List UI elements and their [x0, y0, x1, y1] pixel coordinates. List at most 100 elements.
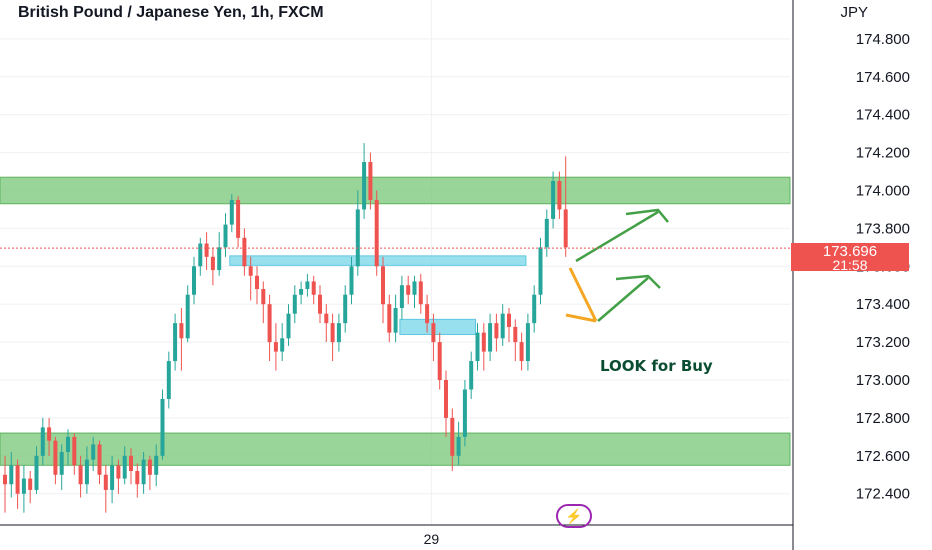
candle-body [129, 455, 133, 471]
currency-label: JPY [840, 4, 868, 21]
candle-body [267, 304, 272, 343]
candle-body [66, 436, 70, 453]
price-tick-label: 172.800 [856, 410, 910, 427]
candle-body [450, 417, 455, 456]
price-tick-label: 172.400 [856, 486, 910, 503]
candle-body [217, 247, 222, 271]
candle-body [551, 181, 556, 219]
candle-body [154, 455, 159, 475]
candle-body [210, 256, 215, 271]
candle-body [9, 465, 14, 485]
candle-body [305, 281, 310, 290]
candle-body [34, 455, 39, 490]
candle-body [494, 323, 499, 339]
arrow-orange-down-head [565, 313, 597, 323]
candle-body [255, 275, 259, 290]
candle-body [544, 218, 549, 248]
candle-body [116, 465, 121, 479]
candle-body [198, 243, 203, 267]
candle-body [513, 326, 518, 343]
candle-body [481, 332, 486, 352]
price-tick-label: 174.600 [856, 69, 910, 86]
bar-countdown: 21:58 [832, 257, 868, 273]
candle-body [343, 294, 348, 324]
candle-body [311, 281, 316, 295]
candle-body [286, 313, 291, 339]
candles [3, 143, 568, 513]
candle-body [47, 427, 52, 441]
candle-body [330, 323, 335, 343]
price-tick-label: 173.000 [856, 372, 910, 389]
chart-title: British Pound / Japanese Yen, 1h, FXCM [18, 4, 324, 21]
candle-body [374, 199, 379, 267]
candle-body [532, 294, 537, 324]
candle-body [141, 459, 146, 485]
candle-body [563, 209, 568, 248]
candle-body [3, 474, 7, 485]
candle-body [21, 478, 26, 494]
candle-body [166, 361, 171, 399]
time-axis[interactable]: 29Jun5 [0, 524, 932, 547]
candle-body [78, 465, 83, 485]
price-axis[interactable]: 174.800 174.600 174.400 174.200 174.000 173.8… [792, 0, 910, 550]
candle-body [292, 294, 297, 314]
candle-body [507, 313, 511, 327]
candle-body [469, 361, 474, 390]
candle-body [355, 209, 360, 267]
candle-body [110, 465, 115, 490]
candle-body [299, 289, 304, 295]
candle-body [462, 389, 467, 437]
price-tick-label: 173.800 [856, 220, 910, 237]
candle-body [223, 224, 228, 248]
candle-body [381, 266, 385, 305]
candle-body [362, 162, 367, 210]
candle-body [236, 199, 241, 238]
candle-body [519, 342, 524, 362]
price-tick-label: 172.600 [856, 448, 910, 465]
candle-body [406, 285, 411, 295]
candle-body [418, 281, 423, 305]
candle-body [242, 237, 247, 267]
candle-body [500, 313, 505, 339]
candle-body [28, 478, 33, 490]
candle-body [204, 243, 209, 257]
price-tick-label: 174.200 [856, 145, 910, 162]
candle-body [431, 323, 436, 343]
candle-body [444, 380, 448, 418]
candle-body [387, 304, 392, 333]
candle-body [318, 294, 322, 314]
arrow-green-upper [575, 210, 659, 263]
candle-body [248, 266, 253, 276]
zone-blue [399, 318, 476, 336]
candle-body [15, 465, 20, 494]
candle-body [349, 266, 354, 295]
lightning-bolt-icon[interactable]: ⚡ [556, 504, 592, 528]
candle-body [91, 444, 96, 460]
arrows [565, 208, 669, 323]
arrow-green-lower-head [615, 274, 661, 289]
current-price-value: 173.696 [822, 243, 878, 260]
candle-body [280, 338, 285, 352]
annotation-text: LOOK for Buy [600, 357, 713, 375]
candle-body [425, 304, 430, 324]
candle-body [160, 398, 165, 456]
price-tick-label: 174.800 [856, 31, 910, 48]
candle-body [368, 162, 373, 200]
candle-body [399, 285, 404, 308]
candle-body [192, 266, 196, 295]
candle-body [393, 307, 398, 333]
candle-body [135, 470, 140, 485]
price-tick-label: 173.200 [856, 334, 910, 351]
arrow-orange-down [568, 267, 598, 322]
candle-body [53, 440, 58, 475]
candle-body [59, 452, 64, 475]
candle-body [557, 181, 562, 210]
candle-body [122, 455, 127, 479]
candle-body [84, 459, 89, 485]
candle-body [456, 436, 461, 456]
candle-body [103, 474, 108, 490]
candle-body [72, 436, 77, 466]
candle-body [437, 342, 442, 381]
price-tick-label: 174.000 [856, 182, 910, 199]
